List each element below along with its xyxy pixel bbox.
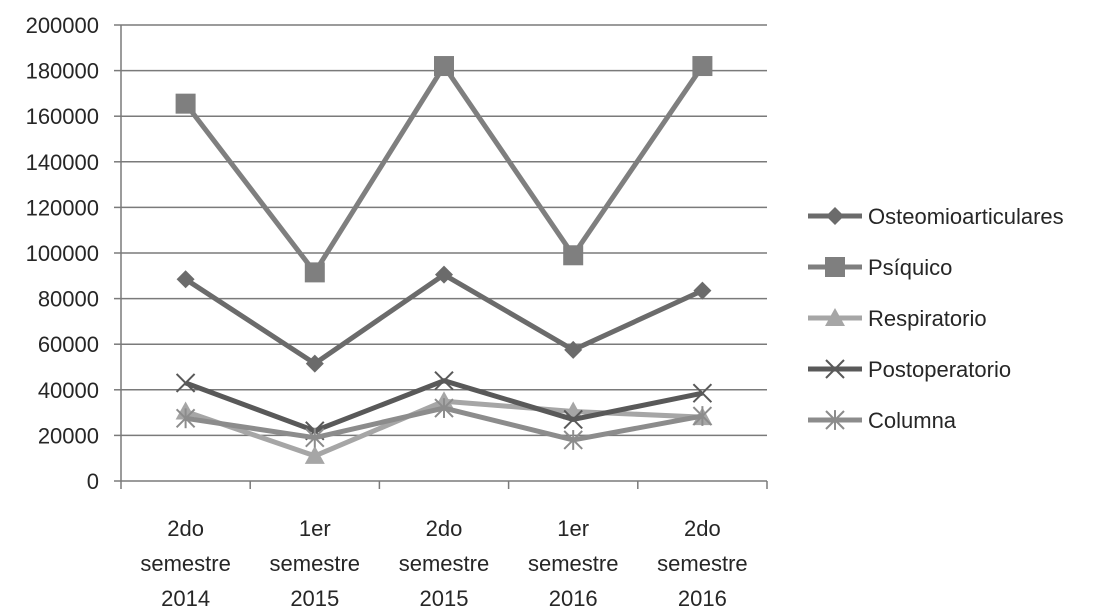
x-axis-tick-labels: 2do semestre 2014 1er semestre 2015 2do semestr… xyxy=(140,516,747,608)
y-tick-label: 80000 xyxy=(38,287,99,312)
legend: Osteomioarticulares Psíquico Respiratorio P… xyxy=(808,204,1064,433)
square-marker xyxy=(304,262,325,283)
y-tick-label: 140000 xyxy=(26,150,99,175)
series-4 xyxy=(175,398,713,450)
series-0 xyxy=(176,265,712,373)
x-marker xyxy=(692,383,713,403)
series-group xyxy=(175,56,713,464)
square-marker xyxy=(175,93,196,114)
y-tick-label: 120000 xyxy=(26,195,99,220)
x-marker xyxy=(434,370,454,391)
series-1 xyxy=(175,56,713,283)
x-tick-label: 1er semestre 2015 xyxy=(270,516,360,608)
x-marker xyxy=(825,359,845,379)
triangle-marker xyxy=(304,445,325,464)
square-marker xyxy=(825,257,845,277)
asterisk-marker xyxy=(692,406,713,426)
y-tick-label: 0 xyxy=(87,469,99,494)
diamond-marker xyxy=(826,207,844,225)
x-marker-stroke xyxy=(563,409,583,430)
legend-label: Columna xyxy=(868,408,957,433)
x-marker xyxy=(563,409,583,430)
asterisk-marker xyxy=(825,410,845,430)
legend-label: Psíquico xyxy=(868,255,952,280)
x-marker-stroke xyxy=(692,383,713,403)
y-tick-label: 100000 xyxy=(26,241,99,266)
y-tick-label: 20000 xyxy=(38,423,99,448)
diamond-marker xyxy=(564,340,583,359)
x-tick-label: 2do semestre 2016 xyxy=(657,516,747,608)
x-tick-label: 2do semestre 2014 xyxy=(140,516,230,608)
x-tick-label: 1er semestre 2016 xyxy=(528,516,618,608)
y-tick-label: 60000 xyxy=(38,332,99,357)
legend-label: Postoperatorio xyxy=(868,357,1011,382)
y-tick-label: 40000 xyxy=(38,378,99,403)
gridlines xyxy=(121,24,767,437)
x-marker-stroke xyxy=(825,359,845,379)
asterisk-marker xyxy=(563,430,583,450)
diamond-marker xyxy=(435,265,453,284)
diamond-marker xyxy=(693,281,712,300)
y-tick-label: 160000 xyxy=(26,104,99,129)
diamond-marker xyxy=(305,354,324,373)
legend-item: Osteomioarticulares xyxy=(808,204,1064,229)
y-axis-tick-labels: 0 20000 40000 60000 80000 100000 120000 140000 1… xyxy=(26,13,99,494)
square-marker xyxy=(692,56,713,77)
square-marker xyxy=(563,245,584,266)
series-line xyxy=(184,272,704,367)
x-marker xyxy=(175,373,196,393)
triangle-marker xyxy=(825,308,845,326)
legend-label: Respiratorio xyxy=(868,306,987,331)
asterisk-marker xyxy=(305,427,325,448)
legend-item: Postoperatorio xyxy=(808,357,1011,382)
legend-item: Respiratorio xyxy=(808,306,987,331)
asterisk-marker xyxy=(434,398,454,418)
x-marker-stroke xyxy=(434,370,454,391)
legend-item: Columna xyxy=(808,408,957,433)
diamond-marker xyxy=(176,270,195,289)
y-tick-label: 200000 xyxy=(26,13,99,38)
legend-item: Psíquico xyxy=(808,255,952,280)
asterisk-marker xyxy=(175,408,196,429)
legend-label: Osteomioarticulares xyxy=(868,204,1064,229)
y-tick-label: 180000 xyxy=(26,59,99,84)
x-marker-stroke xyxy=(175,373,196,393)
x-tick-label: 2do semestre 2015 xyxy=(399,516,489,608)
axes xyxy=(114,24,768,489)
square-marker xyxy=(434,56,454,77)
series-line xyxy=(183,63,705,275)
